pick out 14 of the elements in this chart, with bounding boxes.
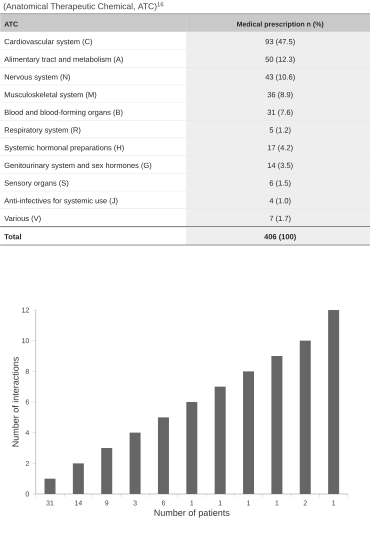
bar — [242, 371, 254, 494]
text: (Anatomical Therapeutic Chemical, ATC)$^{16}$ — [4, 2, 164, 11]
x-axis-title: Number of patients — [154, 509, 230, 518]
bar — [271, 356, 282, 494]
bar — [214, 386, 226, 494]
bar — [158, 417, 169, 494]
bar — [101, 448, 112, 494]
bar — [72, 463, 84, 494]
y-axis-title: Number of interactions — [12, 357, 19, 447]
bar — [300, 340, 311, 494]
bar — [129, 432, 140, 494]
bar — [186, 402, 198, 494]
bar — [328, 310, 340, 494]
bar — [44, 478, 56, 494]
